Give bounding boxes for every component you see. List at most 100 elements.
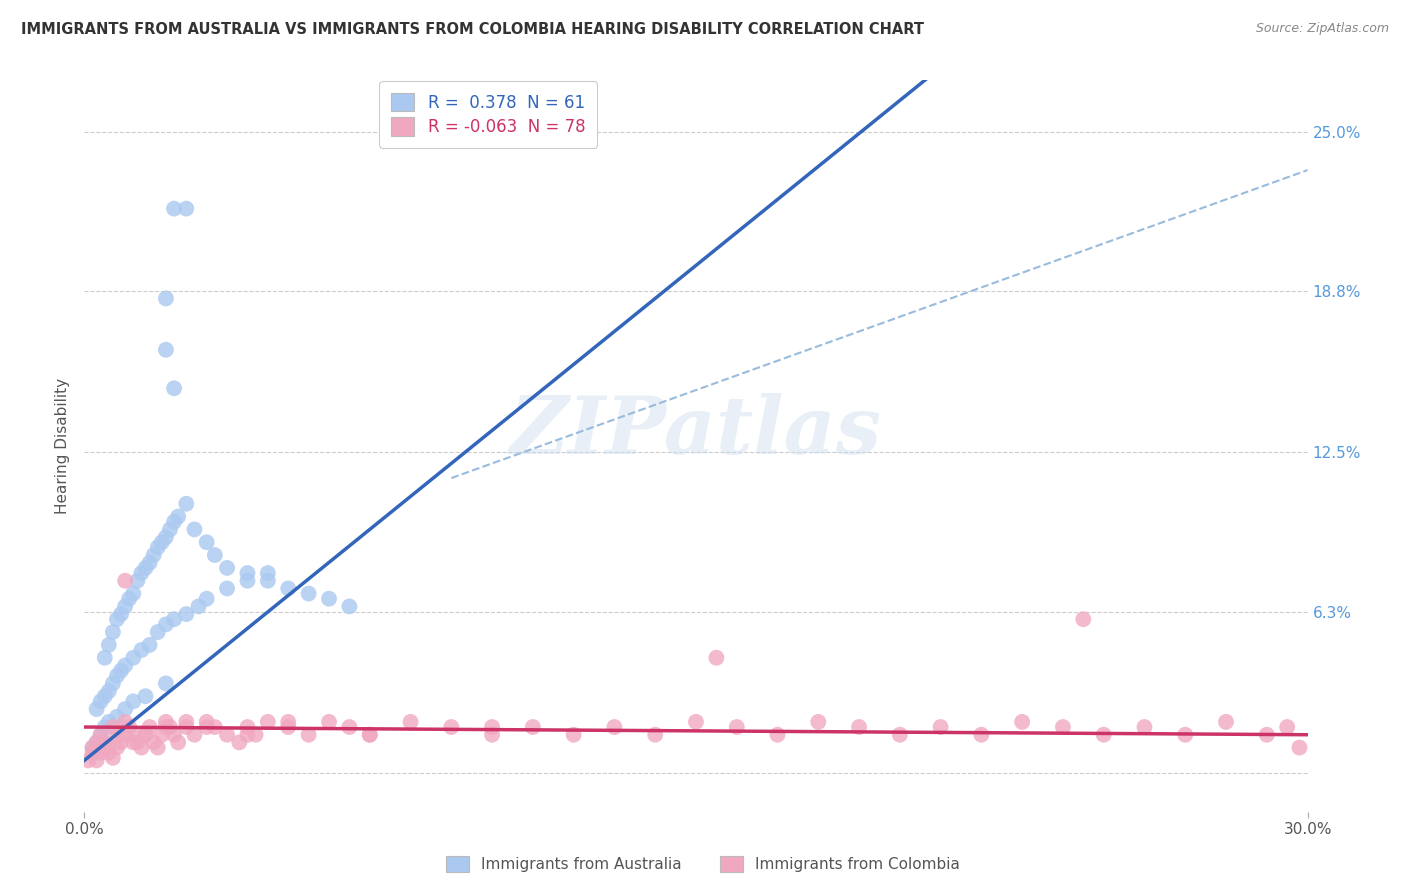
Point <box>889 728 911 742</box>
Point <box>105 710 128 724</box>
Point <box>110 735 132 749</box>
Point <box>155 714 177 729</box>
Text: ZIPatlas: ZIPatlas <box>510 392 882 470</box>
Point <box>174 720 197 734</box>
Point <box>217 728 239 742</box>
Point <box>105 612 128 626</box>
Point <box>155 343 177 357</box>
Point <box>93 740 115 755</box>
Point <box>155 676 177 690</box>
Point <box>93 735 115 749</box>
Text: Source: ZipAtlas.com: Source: ZipAtlas.com <box>1256 22 1389 36</box>
Point <box>155 530 177 544</box>
Point <box>97 714 120 729</box>
Point <box>163 202 186 216</box>
Point <box>481 720 503 734</box>
Point <box>277 720 299 734</box>
Point <box>77 753 100 767</box>
Point <box>339 599 361 614</box>
Point <box>86 702 108 716</box>
Point <box>217 582 239 596</box>
Point <box>114 599 136 614</box>
Point <box>440 720 463 734</box>
Point <box>138 556 160 570</box>
Point <box>644 728 666 742</box>
Point <box>90 728 112 742</box>
Point <box>138 638 160 652</box>
Point <box>146 740 169 755</box>
Point <box>97 638 120 652</box>
Point <box>1277 720 1299 734</box>
Point <box>359 728 381 742</box>
Point <box>298 586 321 600</box>
Point <box>105 728 128 742</box>
Point <box>174 497 197 511</box>
Point <box>163 612 186 626</box>
Point <box>93 690 115 704</box>
Point <box>562 728 585 742</box>
Point <box>122 694 145 708</box>
Point <box>174 714 197 729</box>
Point <box>101 751 124 765</box>
Point <box>277 582 299 596</box>
Point <box>245 728 267 742</box>
Point <box>359 728 381 742</box>
Point <box>1133 720 1156 734</box>
Point <box>155 617 177 632</box>
Y-axis label: Hearing Disability: Hearing Disability <box>55 378 70 514</box>
Point <box>195 591 218 606</box>
Point <box>807 714 830 729</box>
Point <box>142 548 165 562</box>
Point <box>848 720 870 734</box>
Point <box>146 541 169 555</box>
Point <box>118 720 141 734</box>
Text: IMMIGRANTS FROM AUSTRALIA VS IMMIGRANTS FROM COLOMBIA HEARING DISABILITY CORRELA: IMMIGRANTS FROM AUSTRALIA VS IMMIGRANTS … <box>21 22 924 37</box>
Point <box>114 658 136 673</box>
Point <box>127 574 149 588</box>
Legend: Immigrants from Australia, Immigrants from Colombia: Immigrants from Australia, Immigrants fr… <box>439 848 967 880</box>
Point <box>82 740 104 755</box>
Point <box>150 535 173 549</box>
Point <box>135 561 157 575</box>
Point <box>159 523 181 537</box>
Point <box>766 728 789 742</box>
Point <box>1256 728 1278 742</box>
Point <box>204 548 226 562</box>
Point <box>97 684 120 698</box>
Point <box>217 561 239 575</box>
Point <box>183 728 205 742</box>
Point <box>86 753 108 767</box>
Point <box>685 714 707 729</box>
Legend: R =  0.378  N = 61, R = -0.063  N = 78: R = 0.378 N = 61, R = -0.063 N = 78 <box>380 81 596 148</box>
Point <box>86 735 108 749</box>
Point <box>82 740 104 755</box>
Point <box>135 728 157 742</box>
Point <box>114 714 136 729</box>
Point <box>122 586 145 600</box>
Point <box>118 591 141 606</box>
Point <box>1215 714 1237 729</box>
Point <box>138 720 160 734</box>
Point <box>195 535 218 549</box>
Point <box>187 599 209 614</box>
Point <box>195 720 218 734</box>
Point <box>277 714 299 729</box>
Point <box>228 735 250 749</box>
Point <box>155 292 177 306</box>
Point <box>97 746 120 760</box>
Point <box>481 728 503 742</box>
Point <box>257 574 280 588</box>
Point <box>135 728 157 742</box>
Point <box>318 714 340 729</box>
Point <box>131 643 153 657</box>
Point <box>82 746 104 760</box>
Point <box>236 574 259 588</box>
Point <box>318 591 340 606</box>
Point <box>236 566 259 580</box>
Point <box>163 728 186 742</box>
Point <box>298 728 321 742</box>
Point <box>105 669 128 683</box>
Point <box>1073 612 1095 626</box>
Point <box>257 566 280 580</box>
Point <box>159 720 181 734</box>
